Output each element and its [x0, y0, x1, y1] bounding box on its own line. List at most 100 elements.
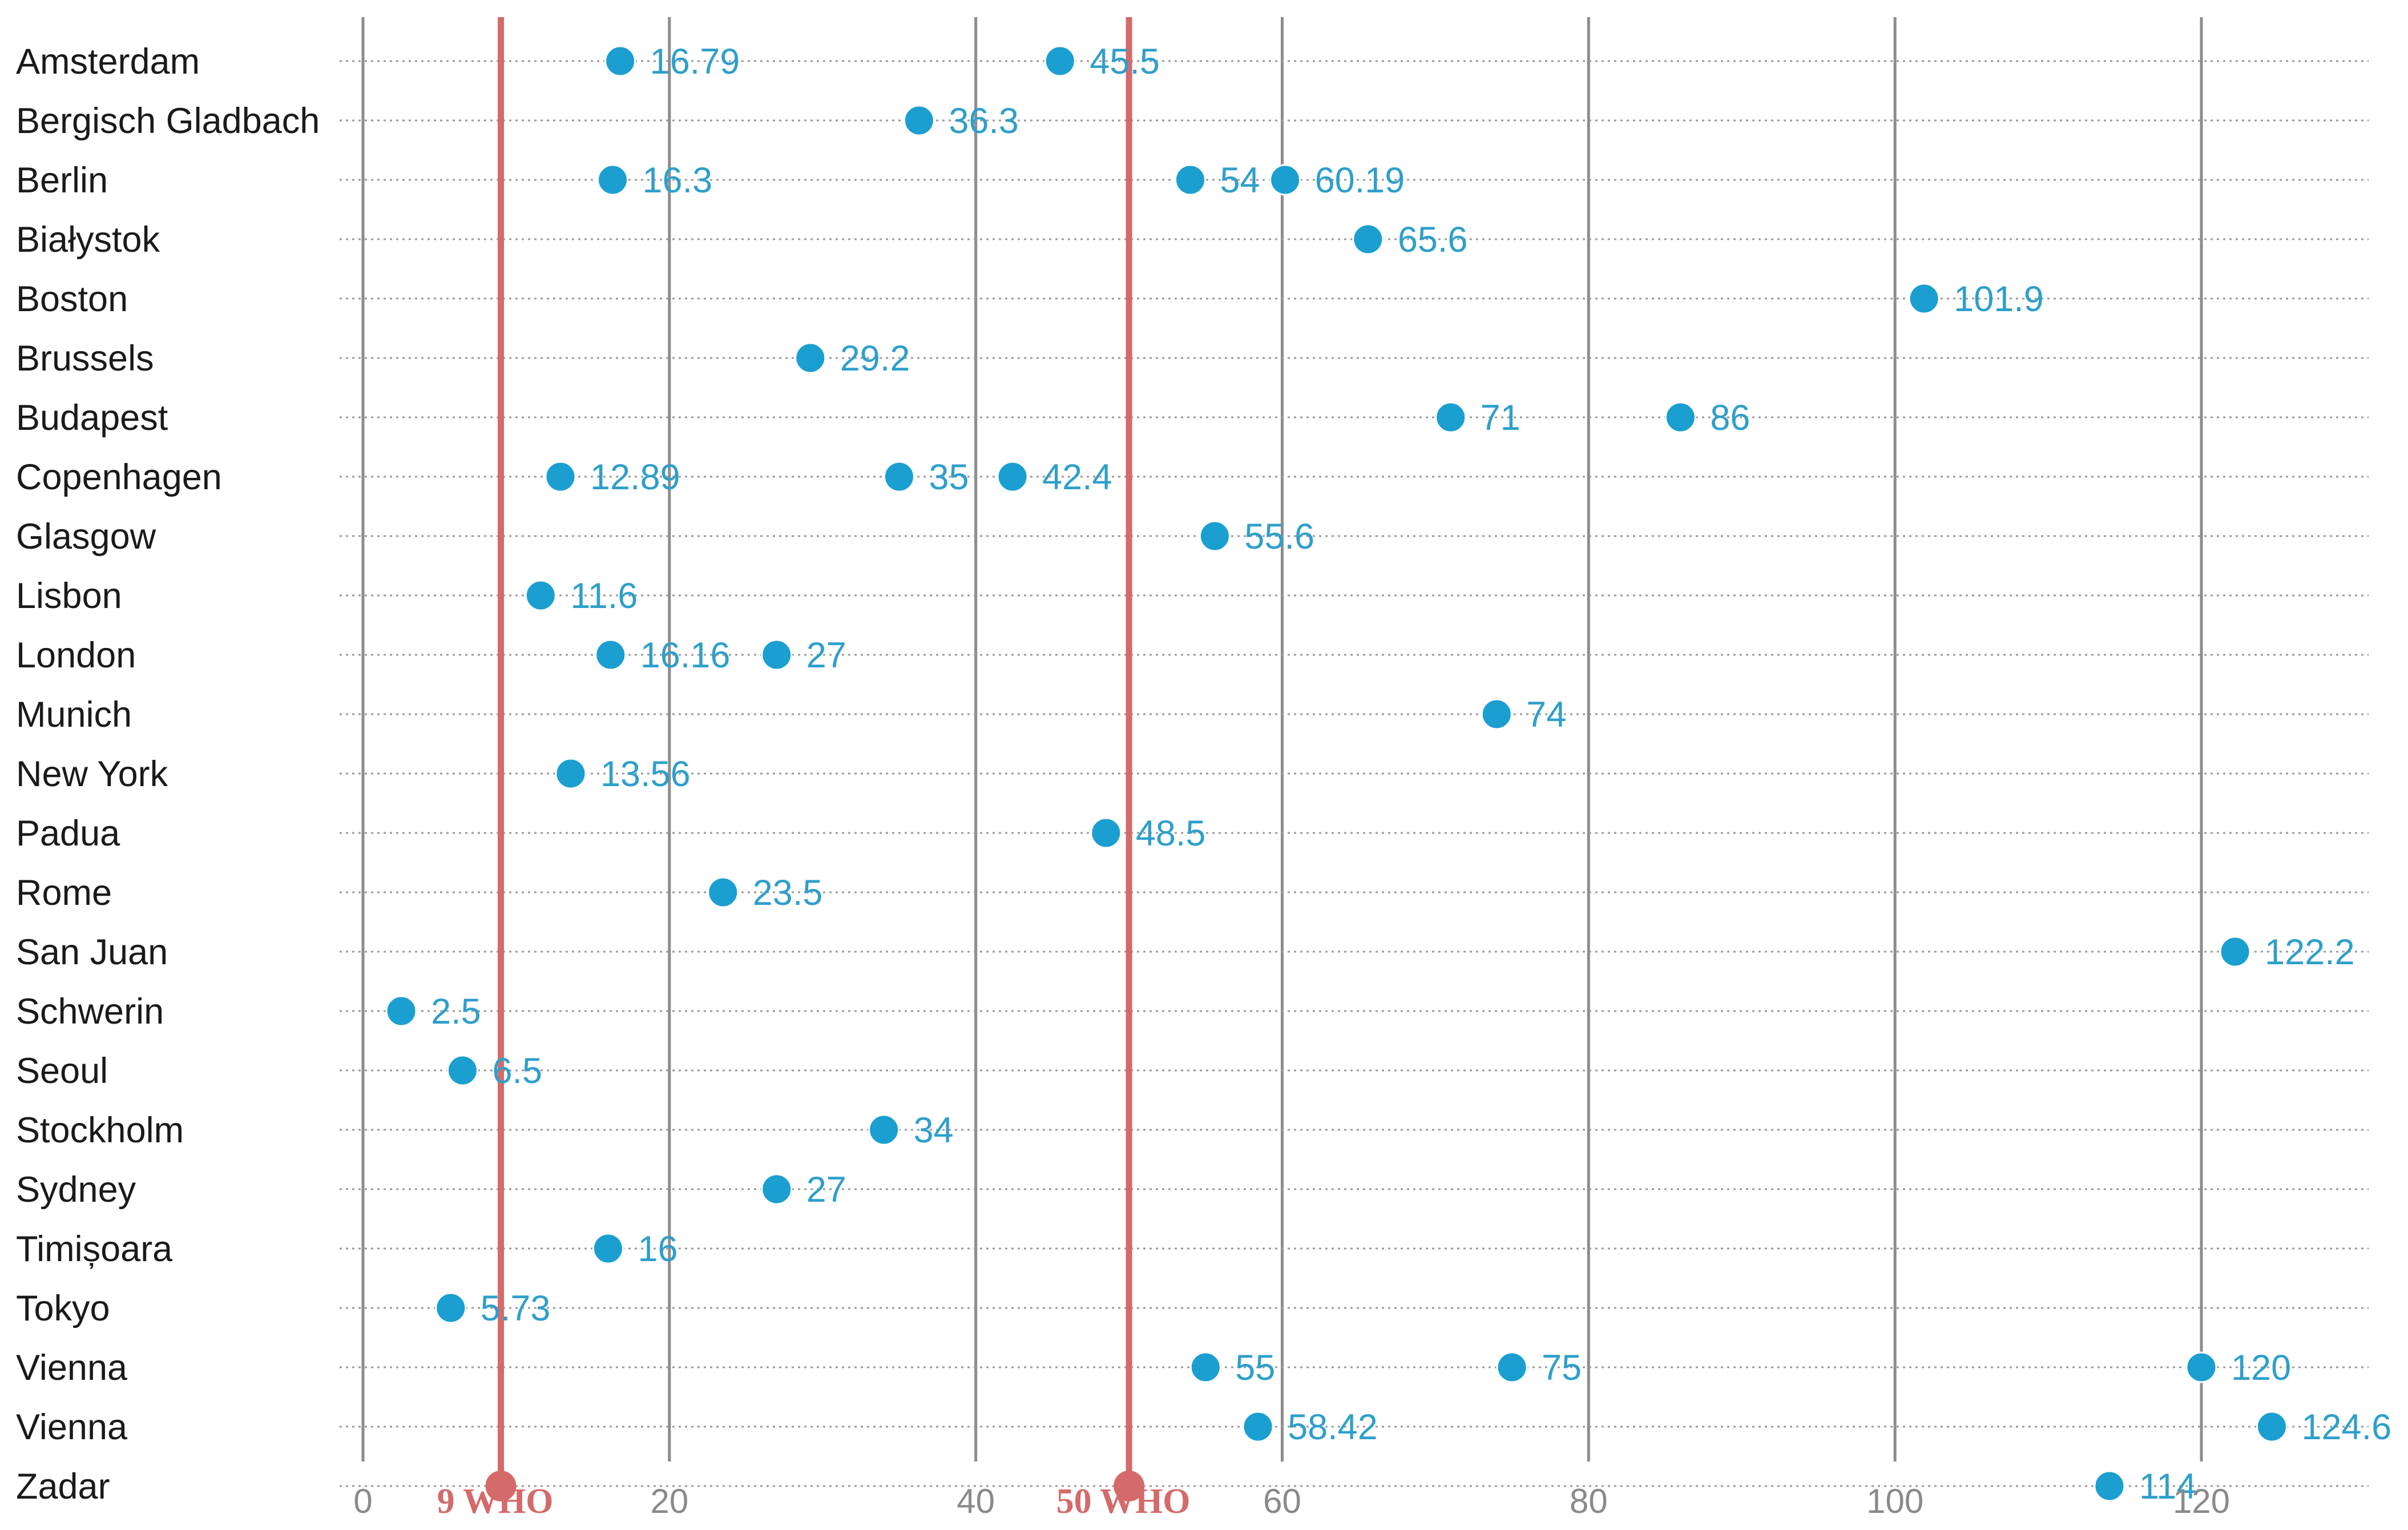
city-label: Rome [16, 873, 112, 913]
data-value-label: 86 [1710, 398, 1750, 438]
city-label: Timișoara [16, 1229, 173, 1269]
data-value-label: 16.79 [650, 42, 740, 82]
row-lines-layer [340, 60, 2369, 1487]
data-value-label: 75 [1542, 1348, 1582, 1388]
city-label: Vienna [16, 1348, 128, 1388]
data-value-label: 5.73 [481, 1289, 551, 1328]
city-label: Schwerin [16, 992, 164, 1032]
city-label: San Juan [16, 932, 168, 972]
data-point [1242, 1411, 1274, 1443]
city-label: Sydney [16, 1170, 136, 1210]
data-value-label: 6.5 [492, 1051, 542, 1091]
data-point [435, 1292, 467, 1324]
city-label: Zadar [16, 1467, 110, 1507]
data-point [2219, 936, 2251, 968]
city-label: London [16, 635, 136, 675]
data-point [385, 995, 417, 1027]
data-value-label: 23.5 [753, 873, 823, 913]
data-value-label: 34 [914, 1110, 954, 1150]
city-label: Glasgow [16, 517, 156, 557]
data-value-label: 60.19 [1315, 160, 1405, 200]
city-label: Bergisch Gladbach [16, 101, 320, 141]
data-point [868, 1114, 900, 1146]
data-value-label: 114 [2139, 1467, 2196, 1507]
data-value-label: 55.6 [1244, 517, 1314, 557]
data-point [525, 579, 556, 611]
data-value-label: 58.42 [1288, 1407, 1378, 1447]
data-value-label: 74 [1526, 695, 1566, 735]
data-point [1664, 401, 1696, 433]
data-value-label: 48.5 [1136, 814, 1206, 853]
data-point [761, 639, 793, 671]
data-value-label: 124.6 [2301, 1407, 2391, 1447]
city-label: Białystok [16, 220, 160, 260]
data-point [1189, 1351, 1221, 1383]
data-point [592, 1233, 624, 1265]
data-value-label: 11.6 [570, 576, 638, 616]
data-point [555, 758, 587, 790]
data-point [1090, 817, 1122, 849]
grid-layer [361, 17, 2203, 1461]
data-value-label: 42.4 [1042, 457, 1112, 497]
data-point [1435, 401, 1467, 433]
city-label: Copenhagen [16, 457, 222, 497]
data-points-layer: 16.79 45.5 36.3 16.3 54 60.19 65.6 101.9 29.2 71 8… [385, 42, 2391, 1507]
data-value-label: 55 [1235, 1348, 1275, 1388]
who-reference-marker [485, 1471, 517, 1501]
data-point [2256, 1411, 2288, 1443]
who-reference-label: 9 WHO [437, 1482, 554, 1521]
city-labels-layer: Amsterdam Bergisch Gladbach Berlin Białysto… [16, 42, 320, 1507]
city-label: Munich [16, 695, 132, 735]
city-label: Stockholm [16, 1110, 184, 1150]
who-reference-label: 50 WHO [1056, 1482, 1191, 1521]
data-point [1174, 164, 1206, 196]
data-point [1496, 1351, 1528, 1383]
x-axis-ticks-layer: 0 20 40 60 80 100 120 [353, 1482, 2230, 1520]
data-value-label: 16 [638, 1229, 677, 1269]
data-value-label: 12.89 [590, 457, 680, 497]
x-tick-label: 0 [353, 1482, 372, 1520]
reference-lines-layer: 9 WHO 50 WHO [437, 17, 1191, 1521]
who-reference-marker [1114, 1471, 1145, 1501]
data-value-label: 27 [806, 635, 846, 675]
city-label: Brussels [16, 339, 154, 379]
data-point [1199, 520, 1231, 552]
data-value-label: 16.3 [643, 160, 713, 200]
x-tick-label: 60 [1263, 1482, 1301, 1520]
data-point [446, 1054, 478, 1086]
x-tick-label: 40 [957, 1482, 995, 1520]
data-value-label: 27 [806, 1170, 846, 1210]
x-tick-label: 120 [2173, 1482, 2230, 1520]
city-label: Lisbon [16, 576, 122, 616]
data-value-label: 54 [1220, 160, 1260, 200]
city-label: Padua [16, 814, 120, 853]
data-point [707, 876, 739, 908]
city-label: Vienna [16, 1407, 128, 1447]
data-point [2185, 1351, 2217, 1383]
data-point [1352, 223, 1384, 255]
data-value-label: 35 [929, 457, 969, 497]
data-point [2094, 1470, 2125, 1502]
city-label: Boston [16, 279, 128, 319]
data-point [604, 45, 636, 77]
city-label: Berlin [16, 160, 108, 200]
data-point [544, 461, 576, 493]
data-value-label: 36.3 [949, 101, 1019, 141]
data-value-label: 16.16 [640, 635, 731, 675]
data-point [1044, 45, 1076, 77]
data-point [595, 639, 627, 671]
data-value-label: 71 [1481, 398, 1520, 438]
data-value-label: 13.56 [600, 754, 691, 794]
data-point [1481, 698, 1512, 730]
data-point [903, 104, 935, 136]
city-label: Budapest [16, 398, 168, 438]
x-tick-label: 100 [1866, 1482, 1923, 1520]
data-value-label: 2.5 [431, 992, 481, 1032]
x-tick-label: 20 [650, 1482, 688, 1520]
city-label: Tokyo [16, 1289, 110, 1328]
data-point [794, 342, 826, 374]
data-value-label: 122.2 [2265, 932, 2355, 972]
data-point [761, 1173, 793, 1205]
city-label: New York [16, 754, 168, 794]
